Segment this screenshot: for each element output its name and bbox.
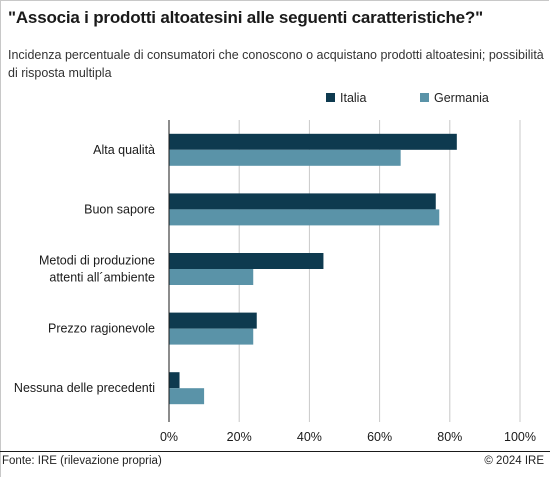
chart-title: "Associa i prodotti altoatesini alle seg… <box>8 8 483 27</box>
x-tick-label-20: 20% <box>227 430 252 444</box>
legend-item-italia: Italia <box>326 91 366 105</box>
category-label-1: Buon sapore <box>84 202 155 216</box>
bar-germania-0 <box>169 149 401 166</box>
x-tick-label-60: 60% <box>367 430 392 444</box>
x-tick-label-100: 100% <box>504 430 536 444</box>
source-note: Fonte: IRE (rilevazione propria) <box>2 455 162 467</box>
legend-label-germania: Germania <box>434 91 489 105</box>
category-label-2-line-0: Metodi di produzione <box>39 254 155 268</box>
legend-label-italia: Italia <box>340 91 367 105</box>
bar-germania-1 <box>169 209 440 226</box>
category-label-0: Alta qualità <box>93 143 155 157</box>
footer-rule <box>0 451 550 452</box>
category-label-3: Prezzo ragionevole <box>48 322 155 336</box>
legend-swatch-italia <box>326 93 335 103</box>
x-tick-label-80: 80% <box>437 430 462 444</box>
bar-germania-4 <box>169 388 205 405</box>
category-label-4: Nessuna delle precedenti <box>14 381 155 395</box>
chart-subtitle: Incidenza percentuale di consumatori che… <box>8 48 544 80</box>
bar-germania-2 <box>169 269 254 285</box>
x-tick-label-40: 40% <box>297 430 322 444</box>
x-tick-label-0: 0% <box>160 430 178 444</box>
category-label-2-line-1: attenti all´ambiente <box>49 271 155 285</box>
bar-italia-1 <box>169 193 436 210</box>
copyright-note: © 2024 IRE <box>484 455 544 467</box>
legend-swatch-germania <box>420 93 429 103</box>
bar-germania-3 <box>169 328 254 345</box>
bar-italia-0 <box>169 133 457 150</box>
legend-item-germania: Germania <box>420 91 489 105</box>
bar-italia-3 <box>169 312 257 329</box>
bar-italia-2 <box>169 253 324 269</box>
bar-italia-4 <box>169 372 180 389</box>
